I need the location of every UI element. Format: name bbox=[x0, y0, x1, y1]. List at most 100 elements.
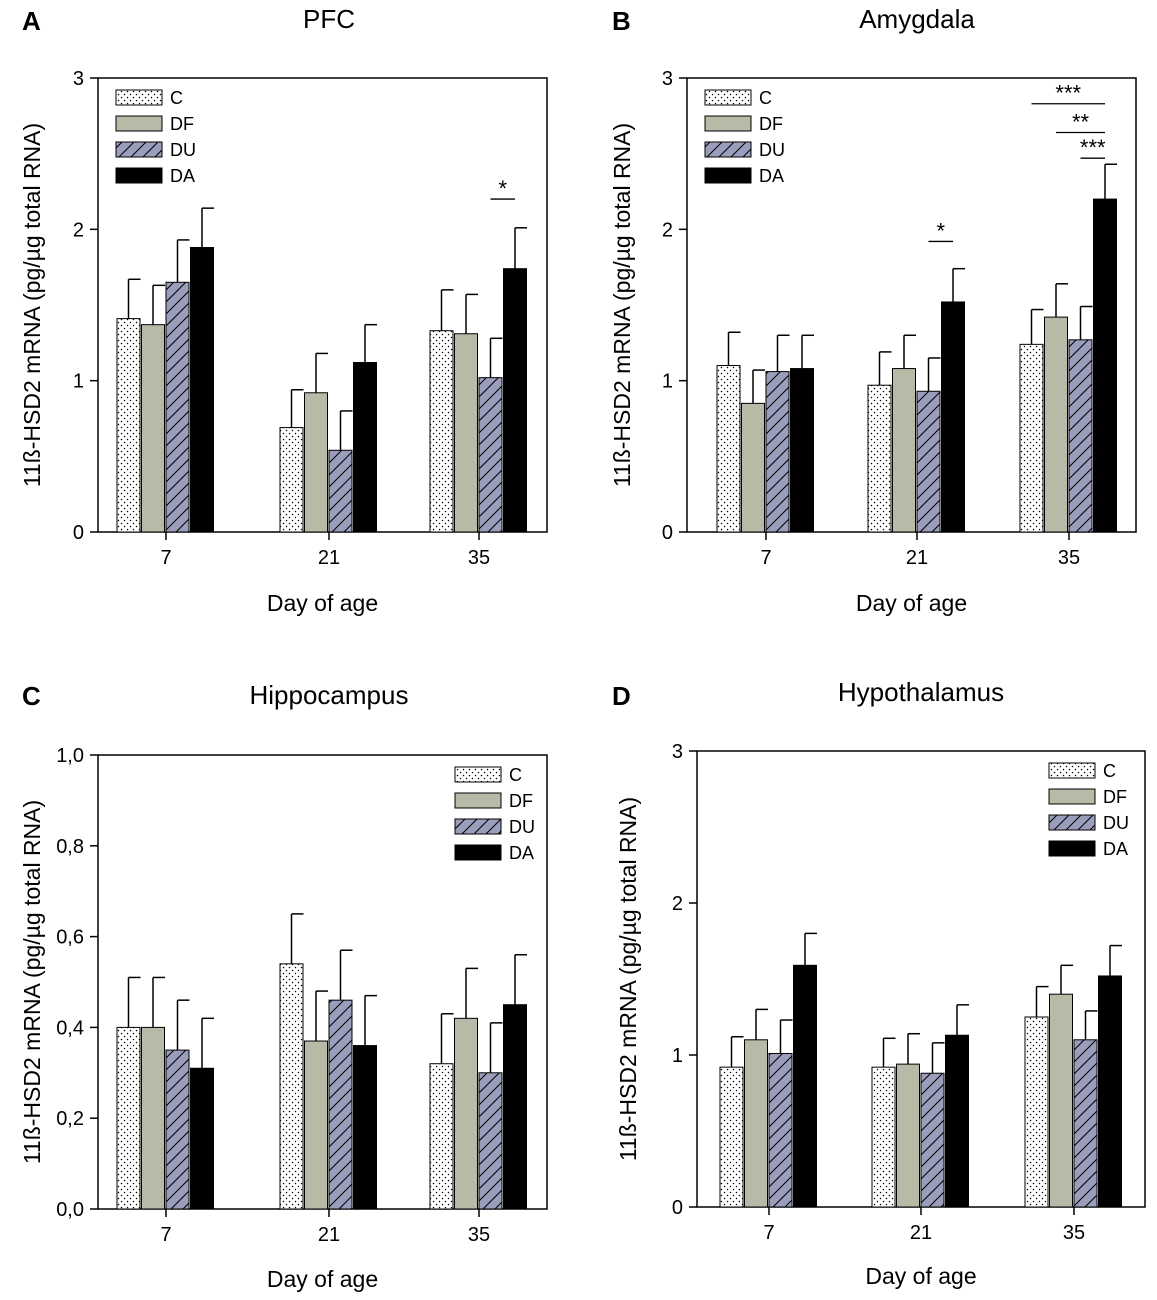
significance-label: *** bbox=[1055, 81, 1081, 106]
bar-du bbox=[1068, 339, 1093, 533]
legend-swatch-du bbox=[115, 141, 163, 158]
legend-label-c: C bbox=[170, 88, 183, 108]
bar-c bbox=[871, 1066, 896, 1208]
x-axis-title: Day of age bbox=[856, 590, 967, 616]
legend-swatch-df bbox=[704, 115, 752, 132]
bar-da bbox=[503, 1004, 527, 1210]
panel-letter: C bbox=[22, 681, 41, 711]
x-tick-label: 21 bbox=[910, 1222, 932, 1244]
bar-da bbox=[190, 246, 214, 533]
x-tick-label: 21 bbox=[318, 1224, 340, 1246]
panel-a: A PFC 0 1 2 3 7 21 35 Day of age 11ß-HSD2 mRNA (pg… bbox=[19, 4, 548, 616]
legend-swatch-du bbox=[1048, 814, 1096, 831]
bar-c bbox=[716, 365, 741, 533]
legend-label-du: DU bbox=[170, 140, 196, 160]
y-tick-label: 2 bbox=[672, 893, 683, 915]
bar-df bbox=[141, 1026, 165, 1210]
y-tick-label: 3 bbox=[672, 741, 683, 763]
bar-df bbox=[304, 1040, 328, 1210]
bar-df bbox=[304, 392, 328, 533]
bar-c bbox=[867, 384, 892, 533]
significance-label: *** bbox=[1080, 135, 1106, 160]
bar-df bbox=[896, 1063, 920, 1208]
bar-da bbox=[190, 1067, 214, 1210]
y-tick-label: 1 bbox=[662, 371, 673, 393]
bar-df bbox=[454, 1017, 478, 1210]
y-tick-label: 0,2 bbox=[56, 1108, 84, 1130]
legend-label-df: DF bbox=[170, 114, 194, 134]
legend-label-c: C bbox=[759, 88, 772, 108]
y-tick-label: 0 bbox=[662, 522, 673, 544]
bar-c bbox=[279, 427, 304, 533]
significance-label: * bbox=[498, 176, 507, 201]
legend-label-df: DF bbox=[1103, 787, 1127, 807]
x-tick-label: 7 bbox=[160, 547, 171, 569]
x-tick-label: 21 bbox=[318, 547, 340, 569]
legend-label-da: DA bbox=[170, 166, 195, 186]
x-tick-label: 35 bbox=[1063, 1222, 1085, 1244]
bar-df bbox=[744, 1039, 768, 1208]
legend-swatch-da bbox=[704, 167, 752, 184]
bar-c bbox=[429, 1063, 454, 1210]
bar-da bbox=[353, 1045, 377, 1210]
significance-label: ** bbox=[1072, 109, 1090, 134]
bar-c bbox=[429, 330, 454, 533]
legend-label-c: C bbox=[1103, 761, 1116, 781]
bar-da bbox=[941, 301, 965, 533]
bar-da bbox=[790, 368, 814, 533]
y-tick-label: 1,0 bbox=[56, 745, 84, 767]
x-tick-label: 7 bbox=[763, 1222, 774, 1244]
bar-df bbox=[454, 333, 478, 533]
x-axis-title: Day of age bbox=[267, 1266, 378, 1292]
bar-df bbox=[1049, 993, 1073, 1208]
bar-c bbox=[719, 1066, 744, 1208]
panel-letter: D bbox=[612, 681, 631, 711]
legend-swatch-du bbox=[704, 141, 752, 158]
bar-c bbox=[279, 963, 304, 1210]
x-axis-title: Day of age bbox=[267, 590, 378, 616]
y-axis-title: 11ß-HSD2 mRNA (pg/µg total RNA) bbox=[19, 800, 45, 1164]
y-tick-label: 3 bbox=[73, 68, 84, 90]
y-tick-label: 0,4 bbox=[56, 1017, 84, 1039]
legend-label-du: DU bbox=[759, 140, 785, 160]
legend-label-du: DU bbox=[509, 817, 535, 837]
legend-swatch-df bbox=[115, 115, 163, 132]
bar-du bbox=[920, 1072, 945, 1208]
panel-title: PFC bbox=[303, 4, 355, 34]
legend-label-da: DA bbox=[759, 166, 784, 186]
y-tick-label: 3 bbox=[662, 68, 673, 90]
x-axis-title: Day of age bbox=[865, 1263, 976, 1289]
y-tick-label: 0 bbox=[73, 522, 84, 544]
y-tick-label: 0 bbox=[672, 1197, 683, 1219]
bar-du bbox=[478, 377, 503, 533]
bar-du bbox=[768, 1052, 793, 1208]
legend-swatch-df bbox=[454, 792, 502, 809]
panel-title: Hippocampus bbox=[250, 680, 409, 710]
legend-swatch-da bbox=[454, 844, 502, 861]
legend-swatch-c bbox=[1048, 762, 1096, 779]
y-tick-label: 0,6 bbox=[56, 927, 84, 949]
bar-da bbox=[503, 268, 527, 533]
bar-du bbox=[916, 390, 941, 533]
panel-letter: A bbox=[22, 6, 41, 36]
bar-da bbox=[353, 362, 377, 533]
panel-title: Amygdala bbox=[859, 4, 975, 34]
y-tick-label: 0,0 bbox=[56, 1199, 84, 1221]
bar-da bbox=[793, 964, 817, 1208]
bar-du bbox=[328, 449, 353, 533]
x-tick-label: 7 bbox=[760, 547, 771, 569]
legend-swatch-c bbox=[454, 766, 502, 783]
x-tick-label: 35 bbox=[468, 1224, 490, 1246]
bar-df bbox=[141, 324, 165, 533]
bar-c bbox=[116, 1026, 141, 1210]
y-tick-label: 1 bbox=[73, 371, 84, 393]
bar-du bbox=[478, 1072, 503, 1210]
y-tick-label: 0,8 bbox=[56, 836, 84, 858]
y-axis-title: 11ß-HSD2 mRNA (pg/µg total RNA) bbox=[19, 123, 45, 487]
y-axis-title: 11ß-HSD2 mRNA (pg/µg total RNA) bbox=[609, 123, 635, 487]
legend-swatch-da bbox=[115, 167, 163, 184]
bar-c bbox=[1024, 1016, 1049, 1208]
x-tick-label: 21 bbox=[906, 547, 928, 569]
panel-b: B Amygdala 0 1 2 3 7 21 35 Day of age 11ß-HSD2 mRN… bbox=[609, 4, 1137, 616]
